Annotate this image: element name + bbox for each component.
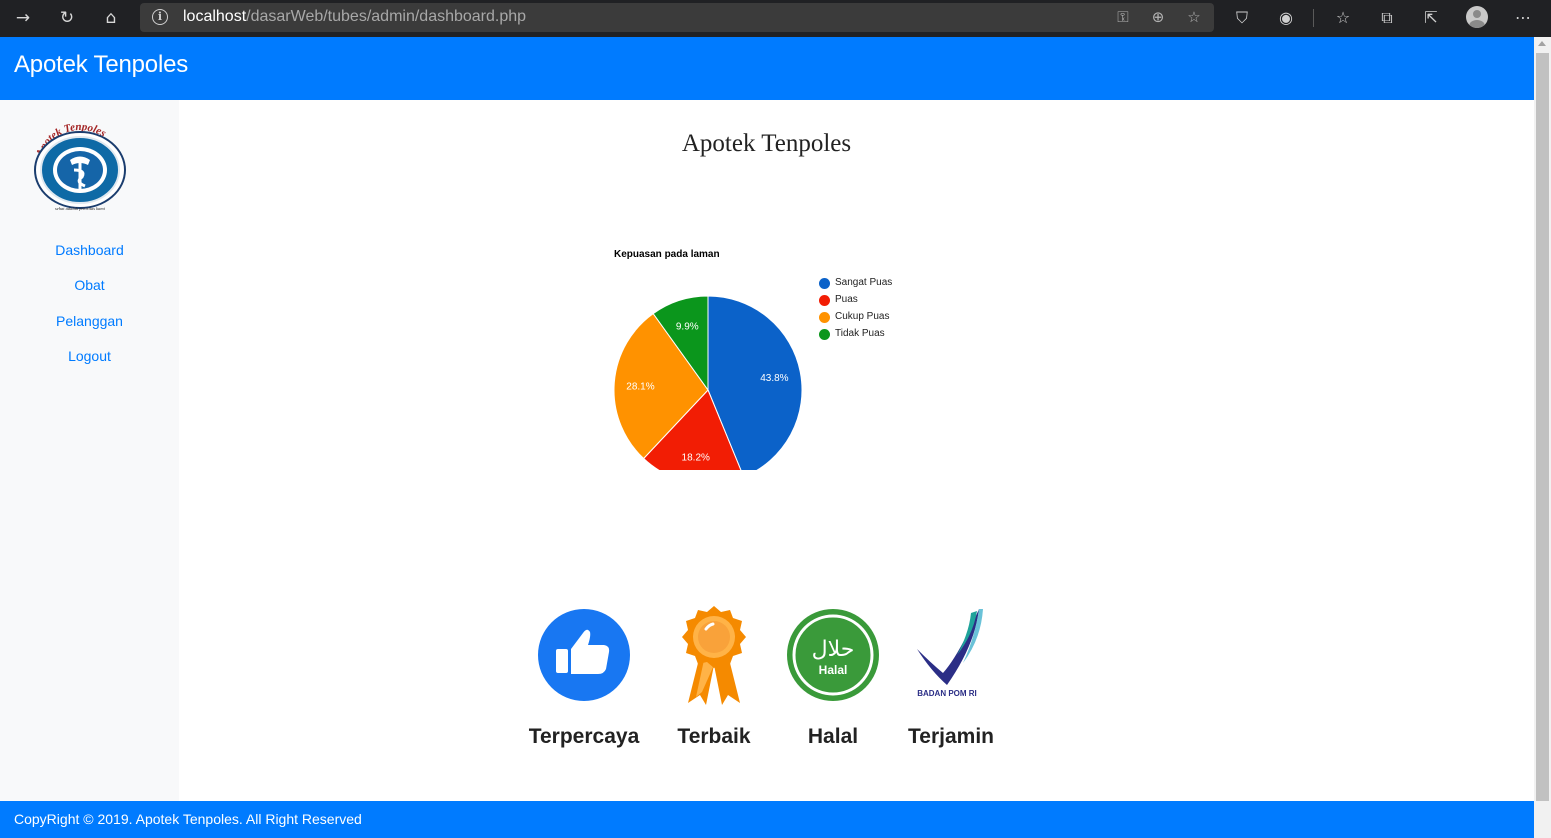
navbar: Apotek Tenpoles xyxy=(0,37,1534,100)
page-scrollbar[interactable] xyxy=(1534,37,1551,838)
badge-row: Terpercaya Terbaik حلال xyxy=(519,605,1019,765)
reload-icon[interactable]: ↻ xyxy=(59,8,75,28)
badge-halal: حلال Halal Halal xyxy=(768,605,898,748)
sidebar-item-pelanggan[interactable]: Pelanggan xyxy=(56,313,123,329)
toolbar-divider xyxy=(1313,9,1314,27)
halal-icon-text: Halal xyxy=(819,663,848,677)
sidebar-item-dashboard[interactable]: Dashboard xyxy=(55,242,124,258)
legend-item[interactable]: Sangat Puas xyxy=(819,276,892,293)
page: Apotek Tenpoles Apotek Tenpoles sehat ad… xyxy=(0,37,1534,838)
address-bar[interactable]: i localhost/dasarWeb/tubes/admin/dashboa… xyxy=(140,3,1214,32)
sidebar-item-obat[interactable]: Obat xyxy=(74,277,105,293)
main-content: Apotek Tenpoles Kepuasan pada laman 43.8… xyxy=(179,100,1534,801)
badge-label: Terbaik xyxy=(677,725,751,748)
badge-label: Terjamin xyxy=(908,725,994,748)
badge-terpercaya: Terpercaya xyxy=(519,605,649,748)
scrollbar-thumb[interactable] xyxy=(1536,53,1549,801)
collections-icon[interactable]: ⧉ xyxy=(1381,8,1393,27)
profile-avatar[interactable] xyxy=(1466,6,1488,28)
add-favorite-icon[interactable]: ☆ xyxy=(1187,8,1201,26)
thumbs-up-icon xyxy=(538,609,630,701)
sidebar: Apotek Tenpoles sehat adalah prioritas k… xyxy=(0,100,179,801)
pie-chart-svg: 43.8% 18.2% 28.1% 9.9% xyxy=(613,295,803,470)
legend-label: Cukup Puas xyxy=(835,311,890,322)
shield-icon[interactable]: ⛉ xyxy=(1235,8,1248,27)
badge-label: Halal xyxy=(807,725,859,748)
legend-label: Tidak Puas xyxy=(835,328,885,339)
legend-swatch xyxy=(819,295,830,306)
share-icon[interactable]: ⇱ xyxy=(1424,8,1438,27)
legend-label: Puas xyxy=(835,294,858,305)
badan-pom-icon: BADAN POM RI xyxy=(917,609,983,698)
pie-slice-tidak-puas[interactable] xyxy=(652,295,709,392)
legend-item[interactable]: Tidak Puas xyxy=(819,327,892,344)
pie-data-label: 28.1% xyxy=(626,382,654,393)
legend-item[interactable]: Cukup Puas xyxy=(819,310,892,327)
badge-label: Terpercaya xyxy=(528,725,640,748)
footer-copyright: CopyRight © 2019. Apotek Tenpoles. All R… xyxy=(14,811,362,827)
pom-icon-text: BADAN POM RI xyxy=(917,689,977,698)
pie-slice-cukup-puas[interactable] xyxy=(613,312,709,460)
extension-icon[interactable]: ◉ xyxy=(1279,8,1293,27)
navbar-brand[interactable]: Apotek Tenpoles xyxy=(14,51,189,78)
badge-terbaik: Terbaik xyxy=(649,605,779,748)
key-icon[interactable]: ⚿ xyxy=(1117,8,1129,26)
legend-swatch xyxy=(819,278,830,289)
favorites-icon[interactable]: ☆ xyxy=(1335,8,1351,27)
pie-data-label: 18.2% xyxy=(682,453,710,464)
url-path: /dasarWeb/tubes/admin/dashboard.php xyxy=(246,8,527,25)
page-title: Apotek Tenpoles xyxy=(681,130,852,157)
info-icon[interactable]: i xyxy=(152,9,168,25)
pie-data-label: 9.9% xyxy=(676,322,699,333)
chart-legend: Sangat Puas Puas Cukup Puas Tidak Puas xyxy=(819,276,892,344)
url-text[interactable]: localhost/dasarWeb/tubes/admin/dashboard… xyxy=(183,8,526,26)
pie-slice-puas[interactable] xyxy=(642,389,744,470)
halal-arabic-text: حلال xyxy=(812,637,855,662)
home-icon[interactable]: ⌂ xyxy=(105,8,117,28)
browser-toolbar: → ↻ ⌂ i localhost/dasarWeb/tubes/admin/d… xyxy=(0,0,1551,37)
legend-swatch xyxy=(819,312,830,323)
badge-terjamin: BADAN POM RI Terjamin xyxy=(886,605,1016,748)
chart-title: Kepuasan pada laman xyxy=(614,249,720,260)
scroll-up-arrow-icon[interactable] xyxy=(1538,41,1546,46)
legend-item[interactable]: Puas xyxy=(819,293,892,310)
forward-arrow-icon[interactable]: → xyxy=(15,8,31,28)
pie-chart: Kepuasan pada laman 43.8% 18.2% 28.1% 9.9% … xyxy=(604,240,934,500)
apotek-logo: Apotek Tenpoles sehat adalah prioritas k… xyxy=(34,124,126,211)
pie-data-label: 43.8% xyxy=(760,373,788,384)
url-host: localhost xyxy=(183,8,247,25)
sidebar-item-logout[interactable]: Logout xyxy=(68,348,111,364)
more-menu-icon[interactable]: ⋯ xyxy=(1515,8,1531,27)
legend-swatch xyxy=(819,329,830,340)
legend-label: Sangat Puas xyxy=(835,277,893,288)
award-ribbon-icon xyxy=(682,606,746,705)
footer: CopyRight © 2019. Apotek Tenpoles. All R… xyxy=(0,801,1534,838)
zoom-icon[interactable]: ⊕ xyxy=(1151,8,1165,26)
logo-tagline: sehat adalah prioritas kami xyxy=(55,206,106,211)
pie-slice-sangat-puas[interactable] xyxy=(707,295,803,470)
halal-icon: حلال Halal xyxy=(787,609,879,701)
